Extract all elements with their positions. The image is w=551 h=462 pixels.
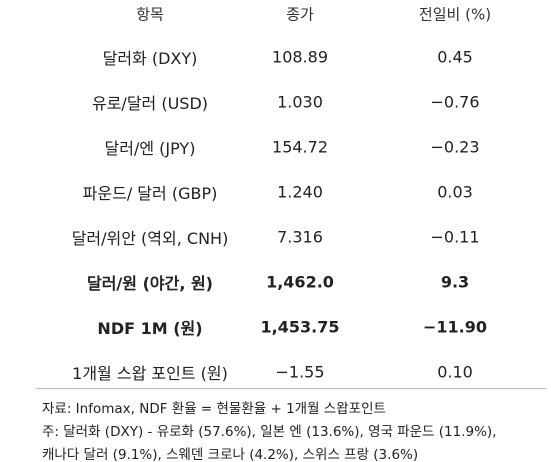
- table-cell: 0.45: [437, 47, 473, 67]
- column-header: 항목: [136, 5, 164, 24]
- row-label: 달러/위안 (역외, CNH): [71, 229, 229, 248]
- row-label: 1개월 스왑 포인트 (원): [72, 364, 228, 383]
- table-cell: 1,462.0: [266, 272, 334, 292]
- table-cell: 1.030: [277, 92, 323, 112]
- table-cell: 154.72: [272, 137, 328, 157]
- footnote: 자료: Infomax, NDF 환율 = 현물환율 + 1개월 스왑포인트: [42, 401, 386, 417]
- row-label: 달러/원 (야간, 원): [86, 274, 214, 293]
- row-label: 달러/엔 (JPY): [104, 139, 196, 158]
- table-cell: −11.90: [422, 317, 488, 337]
- table-bottom-rule: [36, 388, 546, 389]
- table-cell: 1,453.75: [260, 317, 340, 337]
- table-cell: 0.03: [437, 182, 473, 202]
- footnote: 캐나다 달러 (9.1%), 스웨덴 크로나 (4.2%), 스위스 프랑 (3…: [42, 447, 419, 462]
- table-cell: −1.55: [275, 362, 325, 382]
- table-cell: −0.23: [430, 137, 480, 157]
- table-cell: −0.11: [430, 227, 480, 247]
- footnote: 주: 달러화 (DXY) - 유로화 (57.6%), 일본 엔 (13.6%)…: [42, 424, 497, 440]
- table-cell: 0.10: [437, 362, 473, 382]
- table-cell: −0.76: [430, 92, 480, 112]
- row-label: 유로/달러 (USD): [91, 94, 209, 113]
- table-cell: 9.3: [440, 272, 470, 292]
- table-cell: 108.89: [272, 47, 328, 67]
- row-label: 파운드/ 달러 (GBP): [82, 184, 218, 203]
- column-header: 전일비 (%): [418, 5, 492, 24]
- column-header: 종가: [286, 5, 314, 24]
- row-label: 달러화 (DXY): [102, 49, 198, 68]
- row-label: NDF 1M (원): [97, 319, 203, 338]
- table-cell: 1.240: [277, 182, 323, 202]
- table-cell: 7.316: [277, 227, 323, 247]
